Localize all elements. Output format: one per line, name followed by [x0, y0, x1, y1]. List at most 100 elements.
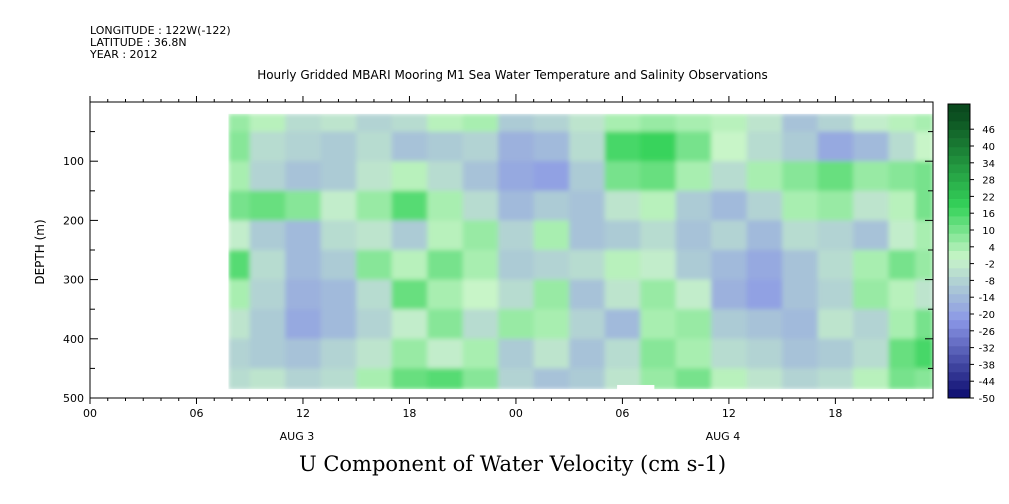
field-cell	[888, 161, 916, 192]
field-cell	[356, 309, 393, 340]
field-cell	[711, 309, 748, 340]
colorbar-swatch	[948, 372, 970, 382]
colorbar-swatch	[948, 138, 970, 148]
field-cell	[228, 279, 251, 310]
field-cell	[746, 161, 783, 192]
field-cell	[427, 131, 464, 162]
field-cell	[640, 131, 677, 162]
colorbar-swatch	[948, 190, 970, 200]
field-cell	[746, 338, 783, 369]
x-date-label: AUG 4	[706, 430, 741, 443]
field-cell	[462, 309, 499, 340]
x-tick-label: 18	[402, 407, 416, 420]
x-tick-label: 00	[509, 407, 523, 420]
colorbar-swatch	[948, 147, 970, 157]
field-cell	[498, 161, 535, 192]
colorbar-swatch	[948, 242, 970, 252]
x-tick-label: 06	[615, 407, 629, 420]
field-cell	[640, 161, 677, 192]
colorbar-swatch	[948, 104, 970, 113]
field-cell	[640, 250, 677, 281]
field-cell	[228, 368, 251, 390]
field-cell	[391, 368, 428, 390]
field-cell	[746, 250, 783, 281]
field-cell	[320, 309, 357, 340]
field-cell	[915, 368, 933, 390]
field-cell	[356, 190, 393, 221]
colorbar: -50 -44 -38 -32 -26 -20 -14 -8 -2 4 10 16 22 28 34 40 46	[947, 103, 995, 405]
missing-bottom-band	[228, 389, 933, 398]
field-cell	[462, 131, 499, 162]
field-cell	[746, 279, 783, 310]
field-cell	[675, 220, 712, 251]
field-cell	[498, 220, 535, 251]
field-cell	[817, 220, 854, 251]
field-cell	[228, 190, 251, 221]
field-cell	[711, 131, 748, 162]
field-cell	[249, 161, 286, 192]
field-cell	[640, 368, 677, 390]
field-cell	[356, 368, 393, 390]
field-cell	[320, 279, 357, 310]
field-cell	[427, 250, 464, 281]
field-cell	[533, 279, 570, 310]
field-cell	[285, 279, 322, 310]
field-cell	[675, 161, 712, 192]
colorbar-swatch	[948, 328, 970, 338]
field-cell	[711, 368, 748, 390]
field-cell	[711, 161, 748, 192]
field-cell	[427, 220, 464, 251]
field-cell	[498, 368, 535, 390]
field-cell	[888, 279, 916, 310]
field-cell	[427, 113, 464, 133]
field-cell	[285, 131, 322, 162]
field-cell	[569, 220, 606, 251]
field-cell	[782, 279, 819, 310]
field-cell	[782, 250, 819, 281]
field-cell	[711, 338, 748, 369]
field-cell	[915, 131, 933, 162]
chart-title: U Component of Water Velocity (cm s-1)	[0, 452, 1009, 476]
colorbar-label: -8	[985, 276, 995, 287]
colorbar-label: 46	[982, 125, 995, 136]
field-cell	[228, 113, 251, 133]
field-cell	[888, 309, 916, 340]
colorbar-swatch	[948, 389, 970, 399]
field-cell	[782, 368, 819, 390]
field-cell	[817, 250, 854, 281]
colorbar-frame	[947, 103, 971, 399]
field-cell	[462, 368, 499, 390]
field-cell	[604, 190, 641, 221]
field-cell	[462, 190, 499, 221]
field-cell	[285, 338, 322, 369]
field-cell	[675, 113, 712, 133]
x-tick-label: 18	[828, 407, 842, 420]
field-cell	[817, 131, 854, 162]
field-cell	[356, 338, 393, 369]
field-cell	[675, 250, 712, 281]
colorbar-swatch	[948, 380, 970, 390]
field-cell	[356, 161, 393, 192]
y-tick-label: 300	[63, 274, 84, 287]
colorbar-swatch	[948, 268, 970, 278]
field-cell	[782, 338, 819, 369]
colorbar-label: 10	[982, 226, 995, 237]
field-cell	[711, 250, 748, 281]
field-cell	[675, 131, 712, 162]
field-cell	[604, 309, 641, 340]
field-cell	[782, 190, 819, 221]
colorbar-label: 22	[982, 192, 995, 203]
missing-data-region	[90, 102, 229, 398]
y-tick-label: 400	[63, 333, 84, 346]
field-cell	[853, 190, 890, 221]
field-cell	[675, 309, 712, 340]
field-cell	[915, 279, 933, 310]
field-cell	[569, 190, 606, 221]
field-cell	[569, 113, 606, 133]
field-cell	[915, 190, 933, 221]
field-cell	[249, 220, 286, 251]
x-tick-label: 00	[83, 407, 97, 420]
colorbar-label: 16	[982, 209, 995, 220]
colorbar-label: -44	[979, 377, 995, 388]
